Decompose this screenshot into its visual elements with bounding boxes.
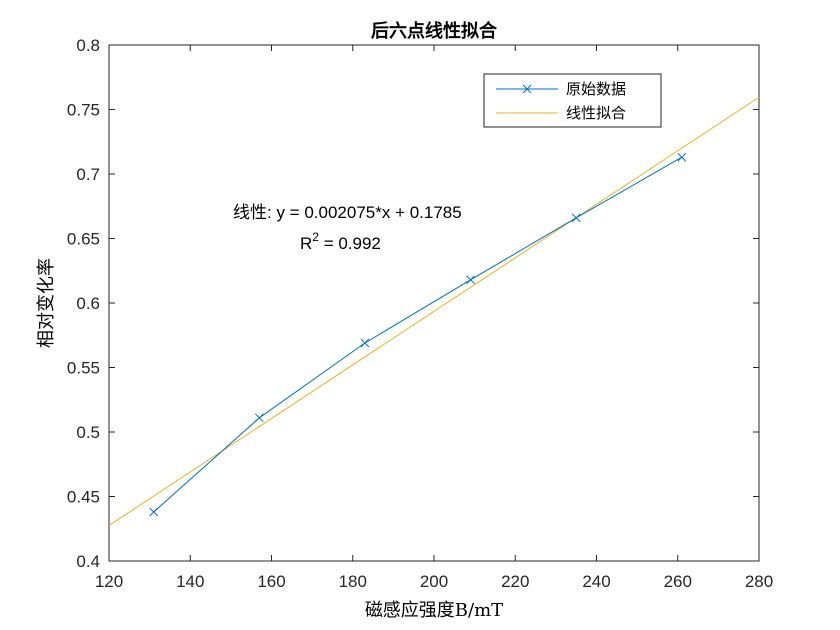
y-tick-label: 0.5 bbox=[76, 423, 100, 442]
fit-line bbox=[108, 96, 760, 526]
plot-area bbox=[108, 44, 760, 562]
r-squared-value: = 0.992 bbox=[319, 234, 381, 253]
x-tick-label: 260 bbox=[664, 572, 692, 591]
r-squared-base: R bbox=[300, 234, 312, 253]
legend-box bbox=[483, 73, 662, 128]
data-point-marker bbox=[360, 338, 370, 348]
y-tick-label: 0.65 bbox=[67, 230, 100, 249]
data-point-marker bbox=[466, 275, 475, 285]
y-axis-label: 相对变化率 bbox=[36, 258, 57, 348]
y-tick-label: 0.4 bbox=[76, 552, 100, 571]
x-tick-label: 280 bbox=[745, 572, 773, 591]
y-tick-label: 0.75 bbox=[67, 101, 100, 120]
y-tick-label: 0.7 bbox=[76, 165, 100, 184]
data-point-marker bbox=[254, 413, 264, 423]
r-squared-superscript: 2 bbox=[312, 230, 319, 244]
data-point-marker bbox=[677, 152, 687, 162]
series-group bbox=[108, 96, 760, 526]
r-squared-annotation: R2 = 0.992 bbox=[300, 230, 381, 253]
x-tick-label: 120 bbox=[95, 572, 123, 591]
x-tick-label: 220 bbox=[501, 572, 529, 591]
x-tick-label: 160 bbox=[257, 572, 285, 591]
y-tick-label: 0.6 bbox=[76, 294, 100, 313]
x-axis-label: 磁感应强度B/mT bbox=[365, 600, 503, 621]
x-axis: 120 140 160 180 200 220 240 260 280 bbox=[95, 45, 773, 591]
legend-label: 线性拟合 bbox=[566, 104, 626, 122]
legend-marker bbox=[522, 84, 532, 94]
data-point-marker bbox=[571, 213, 581, 223]
equation-annotation: 线性: y = 0.002075*x + 0.1785 bbox=[233, 203, 462, 222]
y-tick-label: 0.45 bbox=[67, 488, 100, 507]
x-tick-label: 140 bbox=[176, 572, 204, 591]
x-tick-label: 200 bbox=[420, 572, 448, 591]
x-tick-label: 180 bbox=[339, 572, 367, 591]
data-point-marker bbox=[149, 507, 159, 517]
y-tick-label: 0.8 bbox=[76, 36, 100, 55]
x-tick-label: 240 bbox=[582, 572, 610, 591]
chart-title: 后六点线性拟合 bbox=[371, 20, 498, 42]
legend-label: 原始数据 bbox=[566, 80, 626, 98]
y-axis: 0.4 0.45 0.5 0.55 0.6 0.65 0.7 0.75 0.8 bbox=[67, 36, 759, 571]
y-tick-label: 0.55 bbox=[67, 359, 100, 378]
raw-data-line bbox=[153, 156, 683, 513]
